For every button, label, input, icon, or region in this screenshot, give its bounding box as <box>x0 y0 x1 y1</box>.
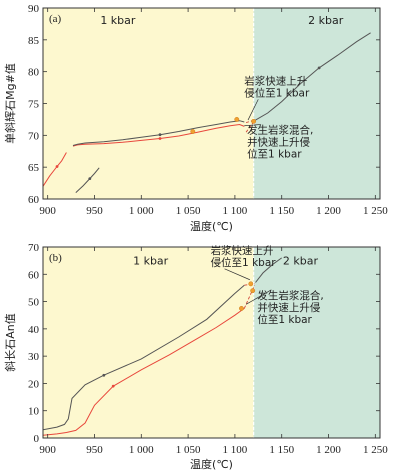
y-tick-label: 80 <box>28 67 40 79</box>
data-point <box>234 117 240 122</box>
data-point <box>190 129 196 134</box>
series-marker <box>102 373 106 377</box>
region-background-2kbar <box>253 8 380 199</box>
region-label: 1 kbar <box>100 14 136 27</box>
series-marker <box>158 133 162 137</box>
x-tick-label: 1 000 <box>129 205 154 217</box>
y-tick-label: 75 <box>28 99 40 111</box>
x-axis-label: 温度(℃) <box>190 457 233 471</box>
series-line-4 <box>255 32 371 121</box>
annotation-text: 侵位至1 kbar <box>244 86 310 99</box>
plot-area <box>43 32 371 193</box>
region-label: 2 kbar <box>283 255 319 268</box>
series-line-1 <box>43 284 245 431</box>
panel-label: (b) <box>49 252 62 264</box>
x-tick-label: 1 050 <box>176 444 201 456</box>
y-tick-label: 60 <box>28 269 40 281</box>
y-tick-label: 90 <box>28 3 40 15</box>
annotation-text: 发生岩浆混合, <box>247 123 313 136</box>
y-tick-label: 65 <box>28 162 40 174</box>
x-tick-label: 1 250 <box>363 444 388 456</box>
x-tick-label: 1 000 <box>129 444 154 456</box>
y-tick-label: 70 <box>28 242 40 254</box>
panel-label: (a) <box>49 13 62 25</box>
y-tick-label: 50 <box>28 297 40 309</box>
annotation-text: 并快速上升侵 <box>247 135 310 148</box>
region-label: 2 kbar <box>308 14 344 27</box>
x-tick-label: 900 <box>39 444 56 456</box>
x-tick-label: 1 100 <box>223 205 248 217</box>
data-point <box>251 118 257 124</box>
annotation-text: 侵位至1 kbar <box>211 256 277 269</box>
y-tick-label: 85 <box>28 35 40 47</box>
annotation-arrow <box>224 268 251 281</box>
annotation-text: 岩浆快速上升 <box>244 74 307 87</box>
series-marker <box>111 384 115 388</box>
series-marker <box>55 165 59 168</box>
y-tick-label: 20 <box>28 378 40 390</box>
y-tick-label: 60 <box>28 194 40 206</box>
annotation-arrow <box>245 289 272 305</box>
x-axis-label: 温度(℃) <box>190 219 233 233</box>
x-tick-label: 1 200 <box>316 444 341 456</box>
data-point <box>250 288 256 294</box>
x-tick-label: 1 150 <box>269 205 294 217</box>
annotation-arrow <box>247 99 259 121</box>
annotation-arrow <box>244 124 262 127</box>
annotation-text: 位至1 kbar <box>247 147 302 160</box>
x-tick-label: 950 <box>86 205 103 217</box>
x-tick-label: 1 200 <box>316 205 341 217</box>
y-tick-label: 30 <box>28 351 40 363</box>
y-axis-label: 单斜辉石Mg#值 <box>4 63 17 144</box>
y-tick-label: 40 <box>28 324 40 336</box>
region-background-2kbar <box>253 247 380 438</box>
x-tick-label: 950 <box>86 444 103 456</box>
data-point <box>239 305 244 311</box>
annotation-text: 位至1 kbar <box>257 313 312 326</box>
y-tick-label: 70 <box>28 130 40 142</box>
series-line-2 <box>255 257 282 283</box>
x-tick-label: 1 050 <box>176 205 201 217</box>
region-background-1kbar <box>43 8 254 199</box>
y-axis-label: 斜长石An值 <box>4 313 17 372</box>
plot-area <box>43 257 282 436</box>
annotation-text: 发生岩浆混合, <box>257 289 323 302</box>
annotation-text: 并快速上升侵 <box>257 301 320 314</box>
y-tick-label: 10 <box>28 406 40 418</box>
y-tick-label: 0 <box>34 433 40 445</box>
x-tick-label: 1 250 <box>363 205 388 217</box>
data-point <box>248 281 254 287</box>
series-marker <box>88 177 92 181</box>
series-marker <box>158 137 162 140</box>
x-tick-label: 1 100 <box>223 444 248 456</box>
axes-frame <box>42 246 381 439</box>
region-label: 1 kbar <box>133 255 169 268</box>
x-tick-label: 900 <box>39 205 56 217</box>
region-background-1kbar <box>43 247 254 438</box>
annotation-text: 岩浆快速上升 <box>211 244 274 257</box>
x-tick-label: 1 150 <box>269 444 294 456</box>
series-marker <box>317 66 321 70</box>
